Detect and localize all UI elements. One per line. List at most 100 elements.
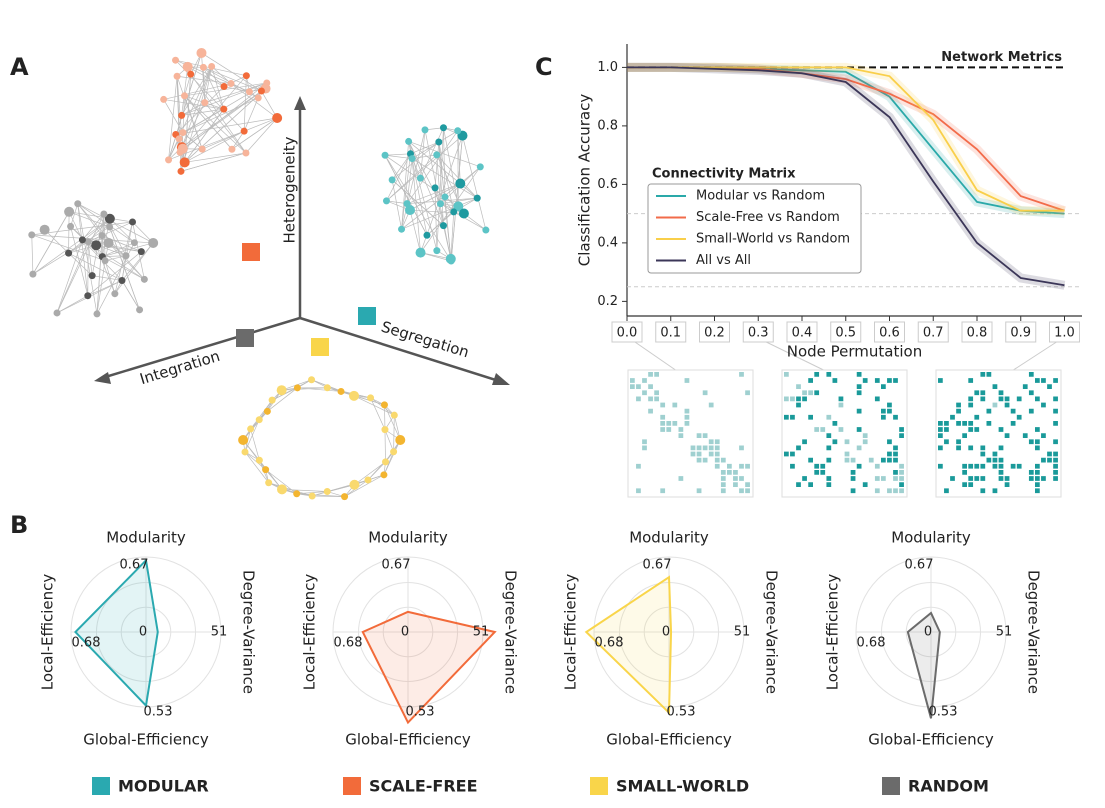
matrix-cell: [1035, 396, 1040, 402]
legend-label: Scale-Free vs Random: [696, 210, 840, 225]
matrix-cell: [660, 421, 666, 426]
network-edge: [450, 211, 455, 259]
matrix-cell: [1053, 476, 1058, 481]
matrix-cell: [1035, 482, 1040, 487]
matrix-cell: [720, 476, 726, 481]
matrix-cell: [826, 476, 832, 481]
matrix-cell: [636, 488, 641, 494]
network-edge: [370, 397, 386, 430]
matrix-cell: [696, 457, 702, 463]
network-edge: [163, 83, 232, 100]
matrix-cell: [838, 396, 844, 402]
network-edge: [180, 152, 247, 172]
matrix-cell: [899, 463, 904, 469]
network-edge: [408, 141, 481, 168]
network-node: [381, 426, 389, 434]
network-edge: [411, 130, 458, 159]
radar-area: [906, 611, 941, 719]
matrix-cell: [796, 384, 801, 389]
matrix-cell: [678, 427, 684, 432]
network-edge: [108, 242, 145, 280]
matrix-cell: [1035, 439, 1040, 445]
x-tick-box: [699, 321, 730, 343]
x-tick-box: [611, 321, 643, 343]
matrix-cell: [881, 384, 886, 389]
network-node: [405, 137, 413, 145]
network-node: [395, 435, 406, 445]
matrix-cell: [802, 439, 807, 445]
network-edge: [96, 214, 105, 314]
matrix-cell: [980, 390, 986, 396]
matrix-cell: [998, 445, 1004, 451]
network-edge: [68, 211, 110, 228]
arrow-head: [492, 373, 510, 385]
matrix-cell: [962, 482, 967, 487]
x-tick-label: 0.7: [923, 326, 944, 341]
network-edge: [265, 469, 297, 495]
matrix-cell: [998, 396, 1004, 402]
network-node: [98, 232, 106, 240]
network-edge: [181, 90, 262, 148]
network-node: [435, 138, 443, 146]
matrix-cell: [998, 470, 1004, 475]
matrix-cell: [784, 396, 789, 402]
matrix-cell: [998, 476, 1004, 481]
matrix-cell: [862, 378, 868, 383]
matrix-cell: [956, 445, 961, 451]
network-node: [245, 88, 253, 96]
network-edge: [202, 130, 245, 150]
x-tick-box: [1005, 321, 1037, 343]
matrix-cell: [1047, 457, 1052, 463]
network-node: [381, 151, 389, 159]
legend-label: MODULAR: [118, 777, 209, 796]
network-edge: [176, 76, 203, 150]
network-edge: [268, 482, 313, 497]
matrix-cell: [784, 414, 789, 420]
network-node: [263, 79, 271, 87]
network-edge: [462, 135, 487, 231]
matrix-cell: [956, 402, 961, 408]
network-edge: [181, 102, 206, 148]
network-node: [415, 247, 426, 258]
radar-axis-label: Degree-Variance: [502, 570, 520, 694]
matrix-cell: [887, 378, 892, 383]
network-node: [242, 149, 250, 157]
matrix-cell: [980, 445, 986, 451]
network-edge: [190, 73, 247, 154]
network-edge: [434, 141, 440, 188]
network-node: [84, 238, 92, 246]
matrix-cell: [986, 372, 992, 377]
network-edge: [184, 108, 225, 163]
matrix-cell: [642, 439, 647, 445]
legend-swatch: [882, 777, 900, 795]
matrix-cell: [720, 470, 726, 475]
network-node: [74, 200, 82, 208]
axis-label: Segregation: [379, 318, 471, 362]
matrix-cell: [808, 390, 813, 396]
network-node: [178, 111, 186, 119]
network-edge: [87, 251, 142, 296]
matrix-cell: [714, 445, 720, 451]
network-node: [182, 61, 193, 72]
network-edge: [32, 226, 110, 275]
x-tick-box: [874, 321, 905, 343]
matrix-cell: [1041, 378, 1046, 383]
y-tick-label: 0.8: [597, 118, 618, 133]
diagram-axes: [94, 96, 510, 385]
matrix-cell: [654, 372, 659, 377]
matrix-cell: [1028, 470, 1034, 475]
matrix-cell: [986, 421, 992, 426]
radar-axis-label: Modularity: [368, 529, 448, 547]
panel-label: A: [10, 53, 29, 81]
legend-label: SCALE-FREE: [369, 777, 478, 796]
matrix-cell: [739, 488, 744, 494]
network-edge: [401, 129, 426, 230]
network-edge: [175, 59, 245, 132]
x-axis-label: Node Permutation: [787, 343, 922, 361]
matrix-cell: [850, 488, 856, 494]
matrix-cell: [708, 439, 714, 445]
matrix-cell: [881, 476, 886, 481]
matrix-cell: [802, 390, 807, 396]
radar-axis-label: Local-Efficiency: [301, 574, 319, 691]
matrix-cell: [899, 488, 904, 494]
